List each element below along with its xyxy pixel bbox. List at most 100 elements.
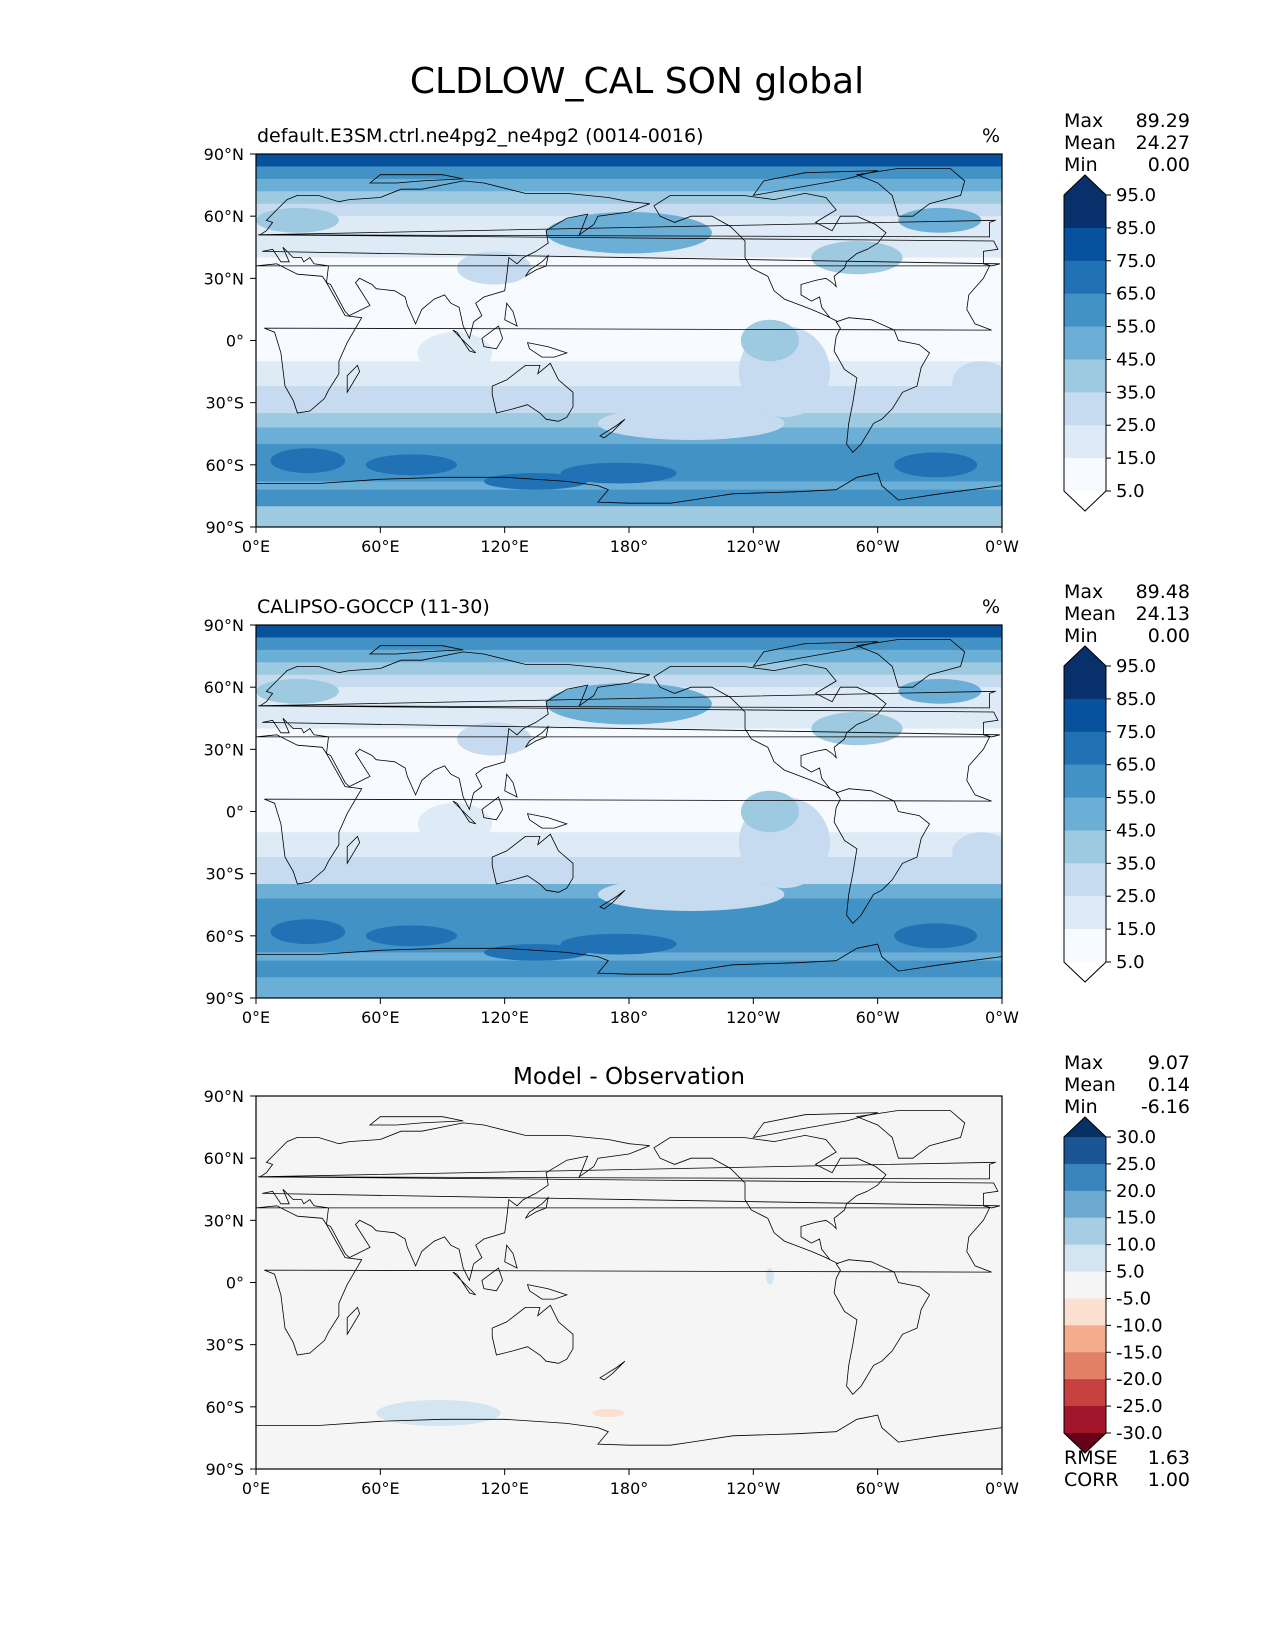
colorbar-bin (1064, 666, 1106, 700)
colorbar-bin (1064, 1244, 1106, 1272)
stat-value: 0.14 (1148, 1074, 1190, 1096)
cloud-band (256, 857, 1002, 885)
cloud-band (256, 770, 1002, 833)
colorbar-tick-label: -10.0 (1116, 1315, 1163, 1336)
colorbar-bin (1064, 227, 1106, 262)
stat-label: Max (1064, 110, 1103, 132)
y-tick-label: 90°S (205, 518, 244, 537)
cloud-band (256, 977, 1002, 998)
coastline (599, 1360, 626, 1381)
y-tick-label: 30°S (205, 1336, 244, 1355)
x-tick-label: 0°W (985, 1479, 1019, 1498)
cloud-band (256, 154, 1002, 167)
cloud-region (483, 473, 588, 490)
map-panel-diff: Model - Observation 0°E 60°E 120°E 180° 120°W… (204, 1052, 1190, 1498)
colorbar: 95.0 85.0 75.0 65.0 55.0 45.0 35.0 25.0 15.0 5.0 (1063, 645, 1156, 983)
cloud-region (811, 241, 903, 275)
colorbar-extend-max (1064, 175, 1106, 195)
colorbar-tick-label: -30.0 (1116, 1423, 1163, 1444)
x-tick-label: 180° (610, 537, 649, 556)
coastline (833, 788, 931, 925)
colorbar-tick-label: 5.0 (1116, 1262, 1145, 1283)
colorbar-extend-max (1064, 1117, 1106, 1137)
colorbar-bin (1064, 698, 1106, 733)
panel-title: default.E3SM.ctrl.ne4pg2_ne4pg2 (0014-00… (257, 125, 704, 147)
coastline (491, 833, 574, 893)
coastline (256, 943, 1002, 998)
stat-value: 89.48 (1136, 581, 1190, 603)
colorbar-bin (1064, 797, 1106, 831)
colorbar-bin (1064, 1406, 1106, 1434)
panels: default.E3SM.ctrl.ne4pg2_ne4pg2 (0014-00… (204, 110, 1190, 1498)
coastline (526, 1284, 569, 1300)
colorbar-bin (1064, 425, 1106, 459)
coastlines (256, 639, 1002, 998)
cloud-region (457, 251, 532, 285)
coastline (256, 1205, 992, 1356)
colorbar-bin (1064, 293, 1106, 327)
cloud-band (256, 506, 1002, 527)
coastline (346, 364, 361, 394)
page-title: CLDLOW_CAL SON global (410, 61, 864, 102)
map-field (256, 1096, 1002, 1469)
colorbar: 30.0 25.0 20.0 15.0 10.0 5.0 -5.0 -10.0 -15.0 -20… (1063, 1116, 1163, 1454)
cloud-band (256, 674, 1002, 688)
colorbar: 95.0 85.0 75.0 65.0 55.0 45.0 35.0 25.0 15.0 5.0 (1063, 174, 1156, 512)
coastline (481, 1267, 504, 1292)
stat-label: Max (1064, 1052, 1103, 1074)
x-tick-label: 120°E (480, 1008, 529, 1027)
cloud-band (256, 203, 1002, 217)
colorbar-tick-label: 30.0 (1116, 1127, 1156, 1148)
coastline (833, 317, 931, 454)
map-field (256, 625, 1002, 998)
colorbar-tick-label: -5.0 (1116, 1288, 1151, 1309)
coastline (504, 773, 518, 798)
cloud-band (256, 166, 1002, 180)
map-field (256, 154, 1002, 527)
coastline (752, 1112, 878, 1138)
coastline (504, 302, 518, 327)
y-tick-label: 30°S (205, 394, 244, 413)
cloud-band (256, 898, 1002, 916)
x-tick-label: 0°E (242, 537, 270, 556)
coastline (258, 180, 1000, 340)
colorbar-bin (1064, 1271, 1106, 1299)
y-tick-label: 90°N (204, 1087, 244, 1106)
coastline (258, 651, 1000, 811)
x-tick-label: 120°W (726, 537, 781, 556)
coastline (752, 641, 878, 667)
colorbar-bin (1064, 359, 1106, 393)
colorbar-tick-label: 15.0 (1116, 1208, 1156, 1229)
cloud-band (256, 637, 1002, 651)
y-tick-label: 60°S (205, 456, 244, 475)
bottom-stat-value: 1.00 (1148, 1469, 1190, 1491)
y-tick-label: 30°N (204, 269, 244, 288)
colorbar-tick-label: 75.0 (1116, 722, 1156, 743)
panel-title: CALIPSO-GOCCP (11-30) (257, 596, 490, 618)
cloud-band (256, 832, 1002, 858)
cloud-region (894, 923, 978, 949)
units-label: % (982, 596, 1000, 618)
x-tick-label: 0°W (985, 537, 1019, 556)
colorbar-bin (1064, 392, 1106, 426)
cloud-band (256, 625, 1002, 638)
cloud-band (256, 662, 1002, 676)
colorbar-bin (1064, 1379, 1106, 1407)
x-tick-label: 60°E (361, 1008, 399, 1027)
coastline (653, 192, 887, 323)
cloud-band (256, 299, 1002, 362)
coastline (525, 254, 549, 277)
colorbar-tick-label: 35.0 (1116, 382, 1156, 403)
x-tick-label: 60°W (856, 1008, 900, 1027)
cloud-band (256, 386, 1002, 414)
cloud-band (256, 427, 1002, 445)
cloud-band (256, 361, 1002, 387)
coastline (833, 1259, 931, 1396)
x-tick-label: 120°E (480, 537, 529, 556)
stat-value: 0.00 (1148, 154, 1190, 176)
stat-value: 0.00 (1148, 625, 1190, 647)
stat-value: -6.16 (1141, 1096, 1190, 1118)
colorbar-tick-label: 25.0 (1116, 886, 1156, 907)
colorbar-bin (1064, 731, 1106, 766)
x-tick-label: 120°W (726, 1008, 781, 1027)
